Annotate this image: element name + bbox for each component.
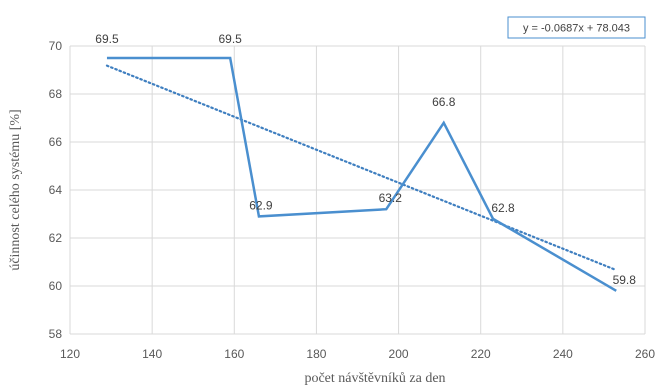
y-tick-label: 60 [49, 279, 63, 293]
y-tick-label: 62 [49, 231, 63, 245]
series-line [106, 56, 617, 292]
x-tick-label: 160 [224, 347, 244, 361]
grid [69, 45, 646, 335]
data-label: 62.9 [249, 198, 273, 212]
y-tick-label: 66 [49, 135, 63, 149]
trendline-equation-box: y = -0.0687x + 78.043 [507, 16, 646, 39]
x-tick-label: 220 [471, 347, 491, 361]
trendline-group [105, 64, 618, 272]
x-tick-label: 240 [553, 347, 573, 361]
trendline-equation: y = -0.0687x + 78.043 [523, 23, 630, 35]
x-tick-label: 200 [389, 347, 409, 361]
data-label: 69.5 [95, 32, 119, 46]
trendline [105, 64, 618, 272]
data-label: 66.8 [432, 95, 456, 109]
y-tick-label: 70 [49, 39, 63, 53]
y-tick-label: 64 [49, 183, 63, 197]
series-group [106, 56, 617, 292]
data-label: 69.5 [218, 32, 242, 46]
data-label: 63.2 [379, 191, 403, 205]
x-axis-ticks: 120 140 160 180 200 220 240 260 [60, 347, 655, 361]
y-axis-title: účinnost celého systému [%] [8, 109, 23, 270]
x-tick-label: 260 [635, 347, 655, 361]
x-tick-label: 120 [60, 347, 80, 361]
data-label: 62.8 [491, 201, 515, 215]
y-axis-ticks: 58 60 62 64 66 68 70 [49, 39, 63, 341]
y-tick-label: 58 [49, 327, 63, 341]
data-labels: 69.5 69.5 62.9 63.2 66.8 62.8 59.8 [95, 32, 636, 287]
x-tick-label: 180 [306, 347, 326, 361]
x-tick-label: 140 [142, 347, 162, 361]
data-label: 59.8 [613, 273, 637, 287]
y-tick-label: 68 [49, 87, 63, 101]
x-axis-title: počet návštěvníků za den [304, 371, 445, 386]
